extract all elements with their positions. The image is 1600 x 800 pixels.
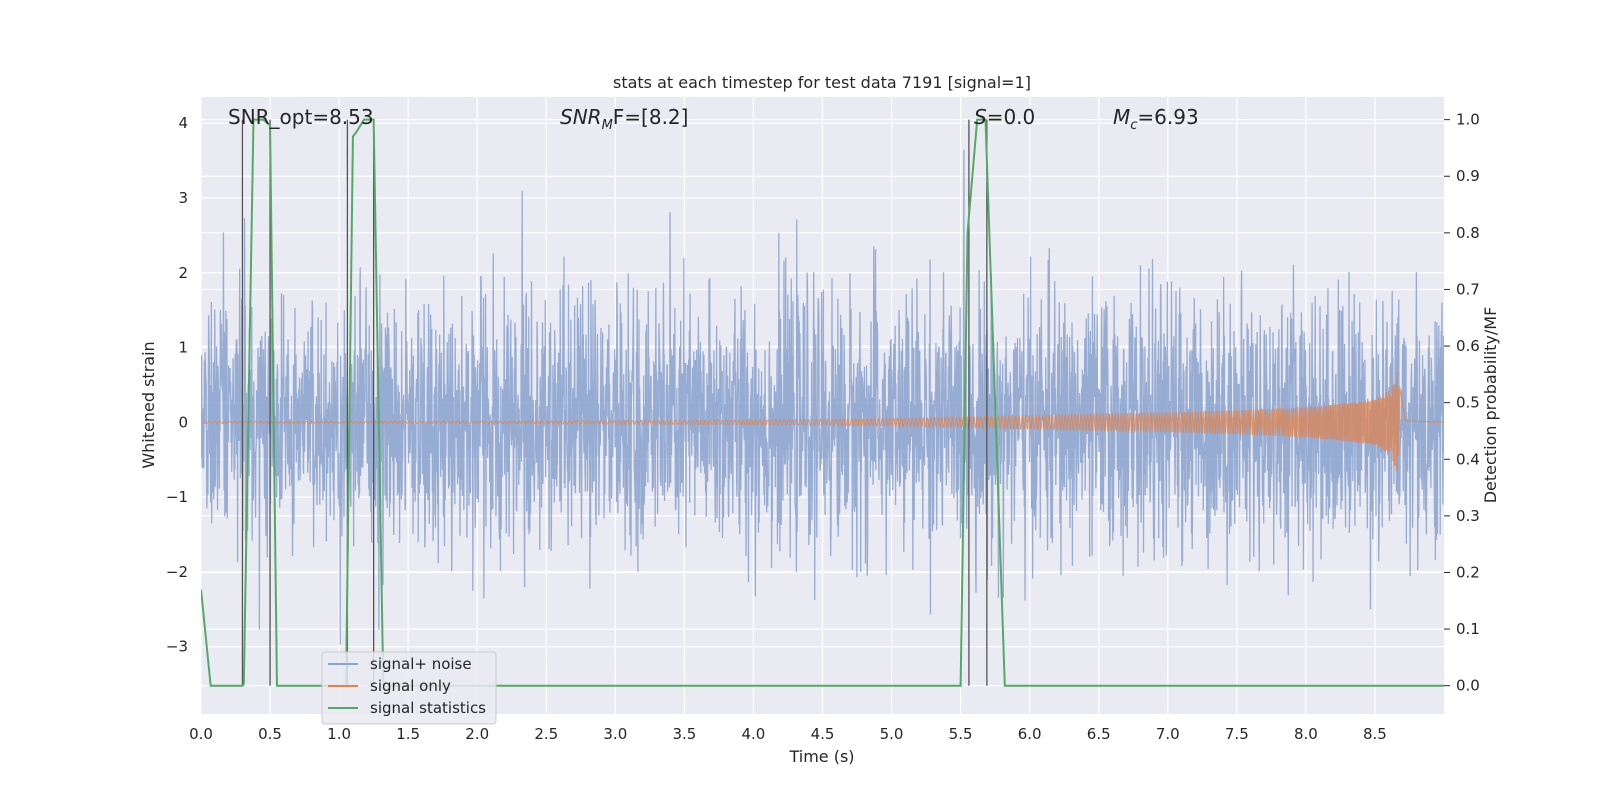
annotation-snr-mf-sub: M (602, 118, 613, 133)
x-tick-label: 0.5 (258, 725, 282, 743)
y-right-tick-label: 0.4 (1456, 450, 1480, 468)
y-right-tick-label: 0.6 (1456, 337, 1480, 355)
y-right-tick-label: 1.0 (1456, 111, 1480, 129)
x-tick-labels: 0.0 0.5 1.0 1.5 2.0 2.5 3.0 3.5 4.0 4.5 5.0 5.5 6.0 6… (189, 725, 1387, 743)
annotation-s-main: S (974, 105, 987, 129)
legend-label-noise: signal+ noise (370, 655, 472, 673)
annotation-snr-opt: SNR_opt=8.53 (228, 105, 374, 129)
x-tick-label: 1.5 (396, 725, 420, 743)
x-tick-label: 3.0 (603, 725, 627, 743)
x-tick-label: 6.5 (1087, 725, 1111, 743)
y-left-tick-label: 4 (178, 114, 188, 132)
annotation-snr-mf-rest: F=[8.2] (613, 105, 689, 129)
x-tick-label: 1.0 (327, 725, 351, 743)
y-right-tick-label: 0.0 (1456, 677, 1480, 695)
x-tick-label: 4.0 (742, 725, 766, 743)
x-axis-label: Time (s) (788, 747, 854, 766)
annotation-mc-rest: =6.93 (1137, 105, 1198, 129)
x-tick-label: 2.5 (534, 725, 558, 743)
y-right-tick-label: 0.7 (1456, 280, 1480, 298)
chart-title: stats at each timestep for test data 719… (613, 73, 1031, 92)
y-left-tick-labels: −3 −2 −1 0 1 2 3 4 (166, 114, 188, 656)
annotation-snr-mf: SNRMF=[8.2] (560, 105, 688, 133)
x-tick-label: 8.5 (1363, 725, 1387, 743)
annotation-mc-main: M (1113, 105, 1130, 129)
annotation-s: S=0.0 (974, 105, 1035, 129)
annotation-mc: Mc=6.93 (1113, 105, 1199, 133)
y-left-tick-label: 1 (178, 339, 188, 357)
x-tick-label: 4.5 (811, 725, 835, 743)
annotation-mc-sub: c (1130, 118, 1137, 133)
y-axis-left-label: Whitened strain (139, 341, 158, 468)
y-right-tick-label: 0.9 (1456, 167, 1480, 185)
y-right-tick-label: 0.2 (1456, 563, 1480, 581)
y-right-tick-labels: 0.0 0.1 0.2 0.3 0.4 0.5 0.6 0.7 0.8 0.9 1.0 (1444, 111, 1480, 695)
legend-label-signal: signal only (370, 677, 451, 695)
x-tick-label: 7.0 (1156, 725, 1180, 743)
y-right-tick-label: 0.8 (1456, 224, 1480, 242)
y-right-tick-label: 0.3 (1456, 507, 1480, 525)
x-tick-label: 2.0 (465, 725, 489, 743)
x-tick-label: 0.0 (189, 725, 213, 743)
y-left-tick-label: 0 (178, 413, 188, 431)
legend-label-stats: signal statistics (370, 699, 486, 717)
x-tick-label: 3.5 (672, 725, 696, 743)
y-left-tick-label: −1 (166, 488, 188, 506)
y-axis-right-label: Detection probability/MF (1481, 307, 1500, 504)
plot-area (201, 118, 1444, 687)
annotation-s-rest: =0.0 (987, 105, 1036, 129)
annotation-snr-mf-main: SNR (560, 105, 602, 129)
legend: signal+ noise signal only signal statist… (321, 651, 497, 725)
y-right-tick-label: 0.1 (1456, 620, 1480, 638)
legend-box (321, 651, 497, 725)
x-tick-label: 7.5 (1225, 725, 1249, 743)
y-left-tick-label: −2 (166, 563, 188, 581)
series-signal-statistics (201, 118, 1444, 687)
series-signal-only (201, 372, 1444, 472)
x-tick-label: 5.5 (949, 725, 973, 743)
x-tick-label: 5.0 (880, 725, 904, 743)
y-left-tick-label: 3 (178, 189, 188, 207)
y-left-tick-label: −3 (166, 638, 188, 656)
y-right-tick-label: 0.5 (1456, 394, 1480, 412)
x-tick-label: 6.0 (1018, 725, 1042, 743)
x-tick-label: 8.0 (1294, 725, 1318, 743)
series-signal-noise (201, 149, 1444, 645)
y-left-tick-label: 2 (178, 264, 188, 282)
